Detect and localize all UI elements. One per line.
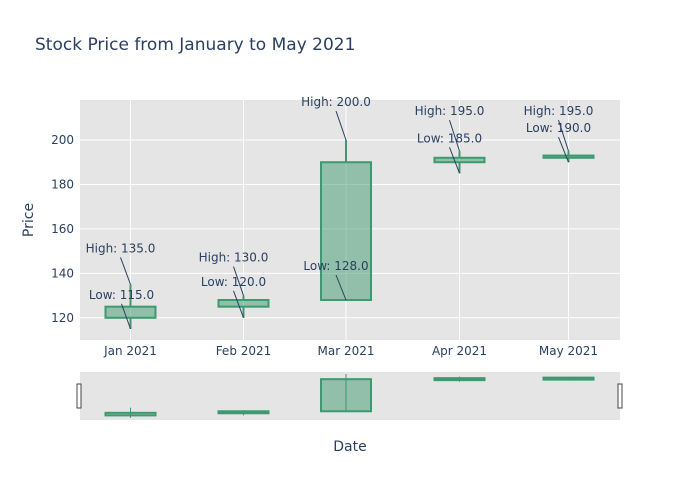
chart-title: Stock Price from January to May 2021 [35,35,355,55]
x-tick-label: Jan 2021 [103,344,157,358]
annotation-label: Low: 128.0 [303,259,368,273]
x-tick-label: May 2021 [539,344,598,358]
annotation-arrow [233,290,244,318]
annotation-label: High: 195.0 [415,104,485,118]
y-tick-label: 200 [51,133,74,147]
annotation-arrow [335,274,347,301]
candle-body [104,305,157,319]
annotation-arrow [558,137,569,163]
candles[interactable] [104,140,595,329]
candle-body [320,161,372,301]
y-tick-label: 140 [51,266,74,280]
slider-candle-body [542,376,595,381]
annotation-label: Low: 115.0 [89,288,154,302]
annotation-label: Low: 120.0 [201,275,266,289]
annotation-label: High: 195.0 [524,104,594,118]
annotation-arrow [449,119,460,152]
slider-candle-body [217,410,270,415]
x-tick-label: Feb 2021 [216,344,272,358]
range-slider-right-handle[interactable] [617,383,623,409]
slider-candle-body [320,378,372,413]
candle-body [217,299,270,308]
slider-candle-body [104,411,157,417]
annotation-label: High: 130.0 [199,251,269,265]
range-slider-preview [104,374,595,418]
annotation-arrow [233,266,244,296]
y-axis-ticks: 120 140 160 180 200 [51,133,74,325]
candle-body [433,156,486,164]
annotation-arrow [335,110,347,141]
annotation-label: Low: 185.0 [417,131,482,145]
annotation-label: Low: 190.0 [526,121,591,135]
slider-candle-body [433,377,486,382]
annotation-label: High: 135.0 [86,241,156,255]
x-tick-label: Mar 2021 [318,344,375,358]
candle-body [542,154,595,159]
annotation-label: High: 200.0 [301,95,371,109]
y-tick-label: 180 [51,177,74,191]
annotation-arrow [449,147,460,174]
x-axis-ticks: Jan 2021 Feb 2021 Mar 2021 Apr 2021 May 2021 [103,344,598,358]
range-slider-left-handle[interactable] [76,383,82,409]
annotations: High: 135.0 Low: 115.0 High: 130.0 Low: 120… [86,95,594,330]
x-axis-label: Date [333,439,366,455]
y-tick-label: 160 [51,222,74,236]
x-tick-label: Apr 2021 [432,344,487,358]
y-axis-label: Price [21,203,37,237]
annotation-arrow [120,257,131,285]
annotation-arrow [558,119,569,152]
y-tick-label: 120 [51,311,74,325]
annotation-arrow [121,303,131,330]
